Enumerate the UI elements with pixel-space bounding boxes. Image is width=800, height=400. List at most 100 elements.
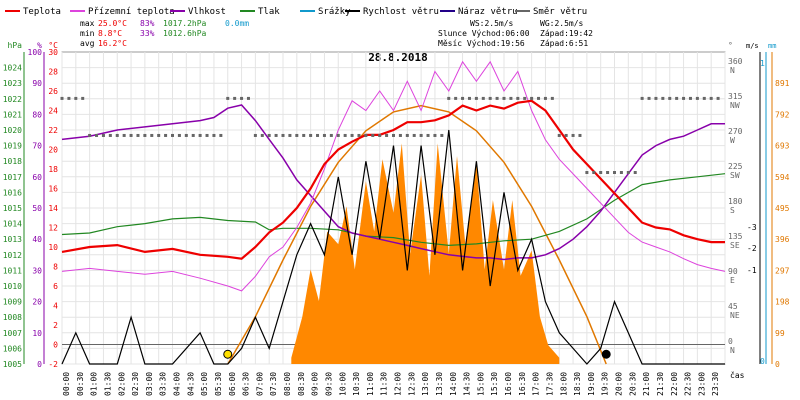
axis-tick-label: NE	[730, 311, 740, 320]
wind-direction-point	[668, 96, 672, 100]
legend: Teplota Přízemní teplota Vlhkost Tlak Srážky…	[5, 7, 587, 17]
wind-direction-point	[274, 133, 278, 137]
axis-tick-label: 1013	[3, 235, 22, 244]
stat-label: min	[80, 29, 95, 38]
axis-tick-label: 20	[48, 146, 58, 155]
axis-tick-label: 891	[775, 79, 790, 88]
axis-tick-label: W	[730, 136, 735, 145]
axis-tick-label: 100	[28, 48, 43, 57]
wind-direction-point	[585, 171, 589, 175]
axis-tick-label: 1	[760, 59, 765, 68]
wind-direction-point	[240, 96, 244, 100]
stat-pressure: 1012.6hPa	[163, 29, 207, 38]
wind-direction-point	[226, 96, 230, 100]
x-tick-label: 10:00	[338, 372, 347, 396]
axis-tick-label: 180	[728, 197, 743, 206]
wind-direction-point	[143, 133, 147, 137]
wind-direction-point	[212, 133, 216, 137]
axis-tick-label: 1011	[3, 266, 22, 275]
wind-direction-point	[502, 96, 506, 100]
sunset-marker	[601, 349, 611, 359]
x-tick-label: 15:30	[490, 372, 499, 396]
axis-tick-label: 0	[775, 360, 780, 369]
axis-tick-label: 90	[728, 267, 738, 276]
wind-direction-point	[253, 133, 257, 137]
axis-unit-label: %	[37, 41, 42, 50]
axis-tick-label: SW	[730, 171, 740, 180]
x-tick-label: 04:30	[186, 372, 195, 396]
x-axis: 00:00 00:30 01:00 01:30 02:00 02:30 03:00 03:30…	[62, 370, 745, 396]
info-ws: WS:2.5m/s	[470, 19, 514, 28]
wind-direction-point	[702, 96, 706, 100]
axis-tick-label: N	[730, 66, 735, 75]
axis-tick-label: 45	[728, 302, 738, 311]
wind-direction-point	[537, 96, 541, 100]
wind-direction-point	[675, 96, 679, 100]
x-tick-label: 09:00	[311, 372, 320, 396]
axis-tick-label: 12	[48, 224, 58, 233]
x-tick-label: 22:30	[684, 372, 693, 396]
wind-direction-point	[177, 133, 181, 137]
data-series	[60, 60, 726, 365]
stat-pressure: 1017.2hPa	[163, 19, 207, 28]
info-wg: WG:2.5m/s	[540, 19, 584, 28]
wind-direction-point	[67, 96, 71, 100]
x-tick-label: 03:00	[145, 372, 154, 396]
wind-direction-point	[281, 133, 285, 137]
x-tick-label: 16:00	[504, 372, 513, 396]
x-tick-label: 21:30	[656, 372, 665, 396]
legend-label: Vlhkost	[188, 7, 226, 17]
axis-tick-label: 24	[48, 107, 58, 116]
axis-tick-label: 1017	[3, 173, 22, 182]
wind-direction-point	[709, 96, 713, 100]
wind-direction-point	[219, 133, 223, 137]
wind-direction-point	[288, 133, 292, 137]
axis-tick-label: 1018	[3, 157, 22, 166]
x-tick-label: 14:30	[463, 372, 472, 396]
axis-tick-label: N	[730, 346, 735, 355]
wind-direction-point	[405, 133, 409, 137]
x-tick-label: 02:00	[117, 372, 126, 396]
wind-direction-point	[115, 133, 119, 137]
wind-direction-point	[350, 133, 354, 137]
axis-tick-label: 1008	[3, 313, 22, 322]
x-tick-label: 08:00	[283, 372, 292, 396]
axis-tick-label: -3	[747, 223, 757, 232]
series-sun-curve	[227, 104, 607, 365]
wind-direction-point	[447, 96, 451, 100]
legend-label: Tlak	[258, 7, 280, 17]
series-tlak	[61, 173, 726, 247]
wind-direction-point	[426, 133, 430, 137]
wind-direction-point	[129, 133, 133, 137]
x-tick-label: 06:30	[242, 372, 251, 396]
wind-direction-point	[661, 96, 665, 100]
axis-tick-label: 22	[48, 126, 58, 135]
x-tick-label: 12:30	[407, 372, 416, 396]
axis-tick-label: 1014	[3, 220, 22, 229]
x-tick-label: 18:00	[559, 372, 568, 396]
wind-direction-point	[550, 96, 554, 100]
axis-tick-label: 80	[32, 110, 42, 119]
wind-direction-point	[150, 133, 154, 137]
axis-tick-label: 1021	[3, 110, 22, 119]
axis-tick-label: 26	[48, 87, 58, 96]
x-tick-label: 23:00	[697, 372, 706, 396]
info-moonset: Západ:6:51	[540, 39, 588, 48]
wind-direction-point	[619, 171, 623, 175]
wind-direction-point	[322, 133, 326, 137]
axis-tick-label: 1006	[3, 344, 22, 353]
wind-direction-point	[371, 133, 375, 137]
wind-direction-point	[316, 133, 320, 137]
axis-tick-label: 495	[775, 204, 790, 213]
wind-direction-point	[633, 171, 637, 175]
legend-label: Směr větru	[533, 7, 587, 17]
x-tick-label: 00:30	[76, 372, 85, 396]
axis-tick-label: 1007	[3, 329, 22, 338]
solar-series	[227, 104, 607, 365]
axis-unit-label: mm	[768, 42, 776, 50]
wind-direction-point	[108, 133, 112, 137]
axis-tick-label: 0	[37, 360, 42, 369]
axis-tick-label: 315	[728, 92, 743, 101]
wind-direction-point	[654, 96, 658, 100]
